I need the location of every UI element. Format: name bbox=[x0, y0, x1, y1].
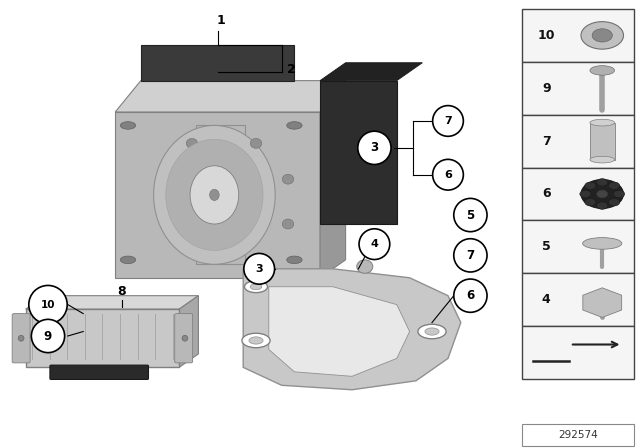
Ellipse shape bbox=[282, 219, 294, 229]
Ellipse shape bbox=[249, 337, 263, 344]
FancyBboxPatch shape bbox=[12, 314, 30, 363]
Text: 4: 4 bbox=[542, 293, 550, 306]
Bar bbox=[522, 62, 634, 115]
Text: 1: 1 bbox=[216, 13, 225, 27]
Text: 10: 10 bbox=[41, 300, 55, 310]
Ellipse shape bbox=[154, 125, 275, 264]
Text: 10: 10 bbox=[538, 29, 555, 42]
Ellipse shape bbox=[210, 189, 220, 201]
Ellipse shape bbox=[287, 122, 302, 129]
Text: 7: 7 bbox=[467, 249, 474, 262]
Ellipse shape bbox=[31, 319, 65, 353]
Ellipse shape bbox=[585, 198, 596, 206]
Text: 2: 2 bbox=[287, 63, 296, 76]
Ellipse shape bbox=[120, 122, 136, 129]
Bar bbox=[590, 123, 614, 159]
Ellipse shape bbox=[582, 237, 622, 249]
Bar bbox=[522, 220, 634, 273]
FancyBboxPatch shape bbox=[50, 365, 148, 379]
Ellipse shape bbox=[596, 190, 608, 198]
Text: 4: 4 bbox=[371, 239, 378, 249]
Polygon shape bbox=[115, 112, 320, 278]
Ellipse shape bbox=[19, 335, 24, 341]
Ellipse shape bbox=[590, 119, 614, 126]
Ellipse shape bbox=[357, 260, 372, 273]
Text: 292574: 292574 bbox=[558, 430, 598, 440]
Text: 3: 3 bbox=[255, 264, 263, 274]
Ellipse shape bbox=[425, 328, 439, 335]
Polygon shape bbox=[179, 296, 198, 367]
Ellipse shape bbox=[242, 333, 270, 348]
Text: 7: 7 bbox=[542, 134, 550, 148]
Ellipse shape bbox=[359, 229, 390, 259]
Polygon shape bbox=[583, 288, 621, 318]
Ellipse shape bbox=[120, 256, 136, 263]
Polygon shape bbox=[196, 125, 245, 264]
Polygon shape bbox=[320, 63, 422, 81]
Ellipse shape bbox=[609, 182, 620, 190]
Ellipse shape bbox=[244, 281, 268, 293]
Ellipse shape bbox=[590, 156, 614, 163]
Bar bbox=[522, 273, 634, 326]
Text: 6: 6 bbox=[467, 289, 474, 302]
Bar bbox=[522, 168, 634, 220]
Ellipse shape bbox=[596, 202, 608, 209]
Ellipse shape bbox=[433, 159, 463, 190]
Ellipse shape bbox=[166, 139, 263, 250]
Ellipse shape bbox=[186, 138, 198, 148]
Polygon shape bbox=[115, 81, 346, 112]
Polygon shape bbox=[243, 269, 461, 390]
Ellipse shape bbox=[250, 138, 262, 148]
Polygon shape bbox=[26, 296, 198, 309]
Text: 9: 9 bbox=[44, 329, 52, 343]
Ellipse shape bbox=[581, 180, 623, 208]
Text: 6: 6 bbox=[542, 187, 550, 201]
Ellipse shape bbox=[190, 166, 239, 224]
Ellipse shape bbox=[609, 198, 620, 206]
FancyBboxPatch shape bbox=[175, 314, 193, 363]
Ellipse shape bbox=[585, 182, 596, 190]
Polygon shape bbox=[141, 45, 294, 81]
Text: 3: 3 bbox=[371, 141, 378, 155]
Ellipse shape bbox=[581, 22, 623, 49]
Polygon shape bbox=[320, 81, 346, 278]
Text: 9: 9 bbox=[542, 82, 550, 95]
Ellipse shape bbox=[590, 66, 614, 75]
FancyBboxPatch shape bbox=[26, 309, 179, 367]
Text: 7: 7 bbox=[444, 116, 452, 126]
Ellipse shape bbox=[596, 179, 608, 186]
Ellipse shape bbox=[182, 335, 188, 341]
Bar bbox=[522, 9, 634, 62]
Ellipse shape bbox=[358, 131, 391, 164]
Ellipse shape bbox=[287, 256, 302, 263]
Ellipse shape bbox=[454, 279, 487, 312]
Bar bbox=[522, 326, 634, 379]
Ellipse shape bbox=[29, 285, 67, 324]
Text: 5: 5 bbox=[542, 240, 550, 254]
Ellipse shape bbox=[592, 29, 612, 42]
Ellipse shape bbox=[454, 239, 487, 272]
Text: 8: 8 bbox=[117, 285, 126, 298]
Text: 6: 6 bbox=[444, 170, 452, 180]
Polygon shape bbox=[269, 287, 410, 376]
Ellipse shape bbox=[433, 106, 463, 136]
Ellipse shape bbox=[613, 190, 625, 198]
Ellipse shape bbox=[250, 284, 262, 290]
Polygon shape bbox=[320, 81, 397, 224]
Ellipse shape bbox=[454, 198, 487, 232]
Ellipse shape bbox=[580, 190, 591, 198]
Bar bbox=[522, 115, 634, 168]
Ellipse shape bbox=[244, 254, 275, 284]
Ellipse shape bbox=[282, 174, 294, 184]
Ellipse shape bbox=[418, 324, 446, 339]
Text: 5: 5 bbox=[467, 208, 474, 222]
Bar bbox=[522, 424, 634, 446]
